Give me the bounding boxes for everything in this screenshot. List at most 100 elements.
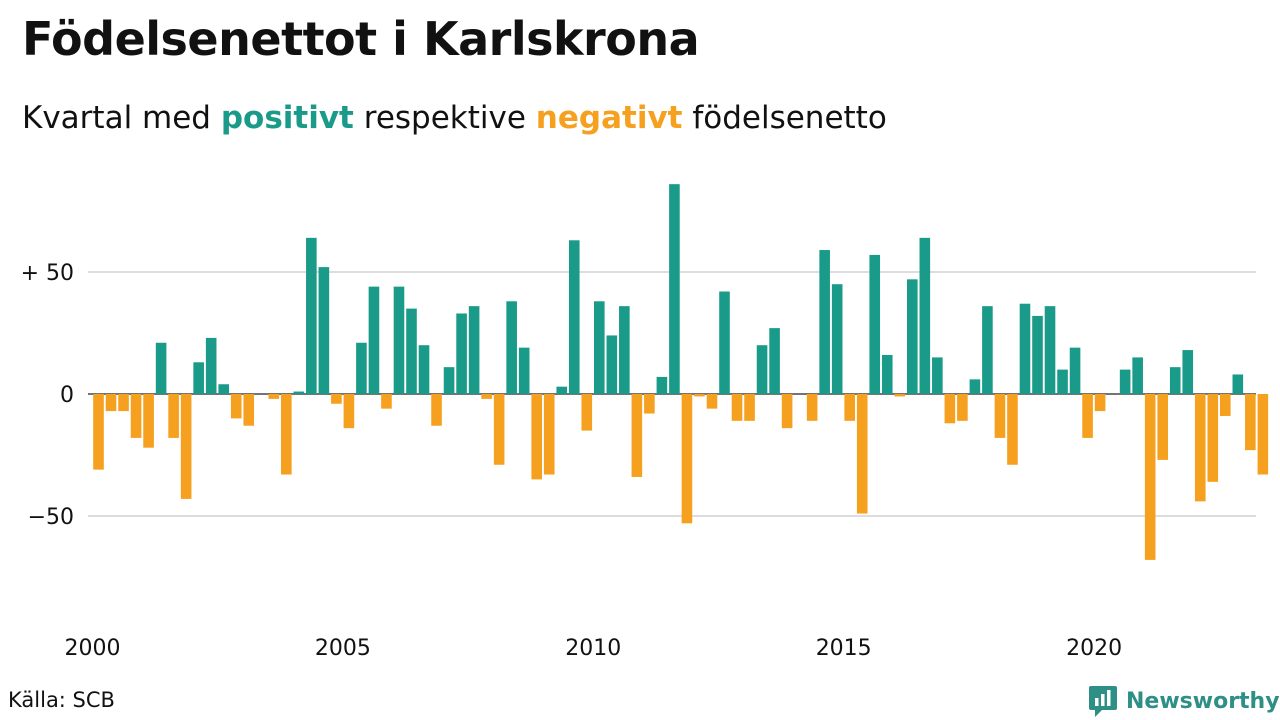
bar-positive [1132,357,1143,394]
bar-positive [969,379,981,394]
bar-negative [543,394,555,475]
bar-positive [982,306,993,394]
chart-subtitle: Kvartal med positivt respektive negativt… [22,100,887,136]
bar-negative [180,394,192,499]
bar-positive [919,237,931,394]
bar-negative [994,394,1006,438]
bar-positive [819,250,830,394]
bar-negative [644,394,655,414]
bar-positive [155,342,167,394]
brand-logo: Newsworthy [1088,684,1280,718]
bar-negative [944,394,956,424]
bar-positive [456,313,467,394]
bar-positive [1032,315,1043,394]
bar-positive [669,184,680,394]
bar-positive [1069,347,1081,394]
bar-positive [1169,367,1181,394]
bar-negative [1245,394,1256,451]
bar-negative [93,394,104,470]
bar-positive [218,384,229,394]
subtitle-middle: respektive [363,100,526,136]
bar-negative [1082,394,1093,438]
bar-positive [1232,374,1244,394]
bar-positive [831,284,843,394]
bar-negative [230,394,242,419]
bar-positive [881,354,893,394]
bar-positive [393,286,405,394]
bar-negative [1194,394,1206,502]
bar-positive [193,362,204,394]
bar-positive [293,391,305,394]
bar-negative [631,394,643,477]
bar-positive [506,301,517,394]
bar-negative [894,394,906,397]
bar-negative [531,394,542,480]
bar-positive [769,328,780,394]
bar-negative [1207,394,1219,482]
bar-positive [619,306,630,394]
y-tick-label: −50 [28,505,74,530]
bar-negative [731,394,743,421]
bar-positive [306,237,317,394]
bar-negative [331,394,342,404]
bar-negative [143,394,154,448]
bar-positive [356,342,367,394]
bar-positive [1044,306,1056,394]
bar-negative [856,394,868,514]
bar-positive [1182,350,1194,394]
subtitle-prefix: Kvartal med [22,100,211,136]
x-tick-label: 2015 [816,636,872,661]
newsworthy-logo-icon [1089,686,1117,717]
bar-chart: + 50 0 −50 2000 2005 2010 2015 2020 [21,184,1269,661]
subtitle-negative-word: negativt [535,100,683,136]
bar-negative [957,394,968,421]
bar-negative [243,394,255,426]
bar-positive [1119,369,1131,394]
bar-negative [1220,394,1231,416]
bar-positive [594,301,605,394]
bar-positive [606,335,618,394]
x-tick-label: 2010 [565,636,621,661]
chart-title: Födelsenettot i Karlskrona [22,12,700,66]
bar-positive [1019,303,1031,394]
bar-negative [1157,394,1168,460]
bar-negative [281,394,292,475]
x-tick-label: 2020 [1066,636,1122,661]
bar-negative [844,394,855,421]
bar-positive [756,345,768,394]
bar-negative [493,394,505,465]
x-tick-label: 2005 [315,636,371,661]
bar-positive [932,357,943,394]
bar-negative [481,394,492,399]
bar-positive [318,267,330,394]
bar-negative [381,394,392,409]
bar-positive [443,367,455,394]
bar-negative [781,394,793,429]
bar-positive [568,240,580,394]
bar-negative [168,394,179,438]
bar-negative [1144,394,1156,560]
bar-positive [556,386,568,394]
y-tick-label: + 50 [21,261,74,286]
bar-positive [205,337,217,394]
bar-positive [1057,369,1068,394]
bar-negative [118,394,129,412]
bar-negative [130,394,142,438]
bar-negative [706,394,718,409]
subtitle-suffix: födelsenetto [692,100,887,136]
bar-positive [406,308,417,394]
bar-negative [1257,394,1269,475]
bar-negative [343,394,355,429]
bar-negative [105,394,117,412]
bar-negative [1094,394,1106,412]
bar-positive [368,286,380,394]
bar-negative [694,394,705,397]
bar-negative [1007,394,1018,465]
brand-name: Newsworthy [1126,688,1280,714]
bar-negative [431,394,442,426]
bar-negative [744,394,755,421]
bar-negative [268,394,280,399]
bar-positive [719,291,730,394]
subtitle-positive-word: positivt [220,100,354,136]
bar-negative [581,394,593,431]
